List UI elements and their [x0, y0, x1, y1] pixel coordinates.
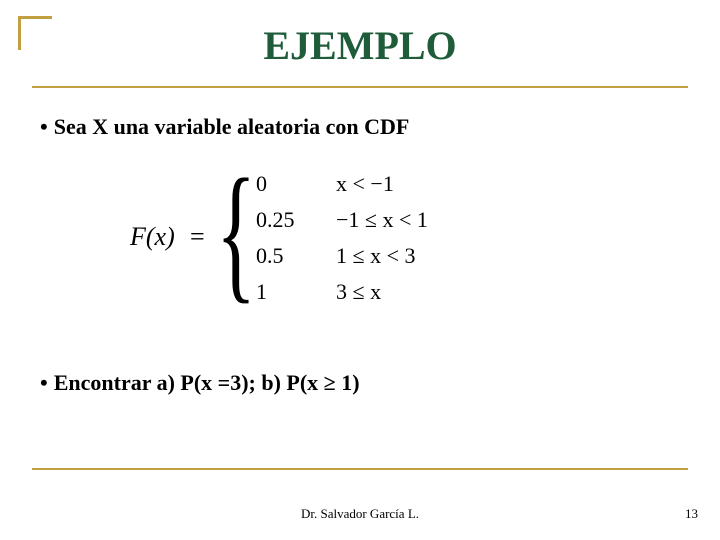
bullet-1: •Sea X una variable aleatoria con CDF [40, 114, 680, 140]
case-row: 0.5 1 ≤ x < 3 [256, 238, 536, 274]
case-condition: −1 ≤ x < 1 [336, 207, 536, 233]
case-row: 0.25 −1 ≤ x < 1 [256, 202, 536, 238]
case-value: 0.5 [256, 243, 336, 269]
case-condition: 1 ≤ x < 3 [336, 243, 536, 269]
slide-title: EJEMPLO [0, 22, 720, 69]
footer-author: Dr. Salvador García L. [0, 506, 720, 522]
case-value: 0.25 [256, 207, 336, 233]
case-value: 1 [256, 279, 336, 305]
formula-cases: 0 x < −1 0.25 −1 ≤ x < 1 0.5 1 ≤ x < 3 1… [256, 166, 536, 310]
footer-page-number: 13 [685, 506, 698, 522]
case-row: 1 3 ≤ x [256, 274, 536, 310]
cdf-formula: F(x) = { 0 x < −1 0.25 −1 ≤ x < 1 0.5 1 … [130, 162, 570, 327]
case-row: 0 x < −1 [256, 166, 536, 202]
case-value: 0 [256, 171, 336, 197]
brace-icon: { [216, 156, 256, 308]
bullet-2-text: Encontrar a) P(x =3); b) P(x ≥ 1) [54, 370, 360, 395]
case-condition: x < −1 [336, 171, 536, 197]
bullet-dot: • [40, 114, 48, 140]
divider-bottom [32, 468, 688, 470]
slide: EJEMPLO •Sea X una variable aleatoria co… [0, 0, 720, 540]
formula-lhs: F(x) [130, 222, 175, 252]
case-condition: 3 ≤ x [336, 279, 536, 305]
bullet-2: •Encontrar a) P(x =3); b) P(x ≥ 1) [40, 370, 680, 396]
formula-eq: = [190, 222, 205, 252]
bullet-dot: • [40, 370, 48, 396]
bullet-1-text: Sea X una variable aleatoria con CDF [54, 114, 410, 139]
divider-top [32, 86, 688, 88]
